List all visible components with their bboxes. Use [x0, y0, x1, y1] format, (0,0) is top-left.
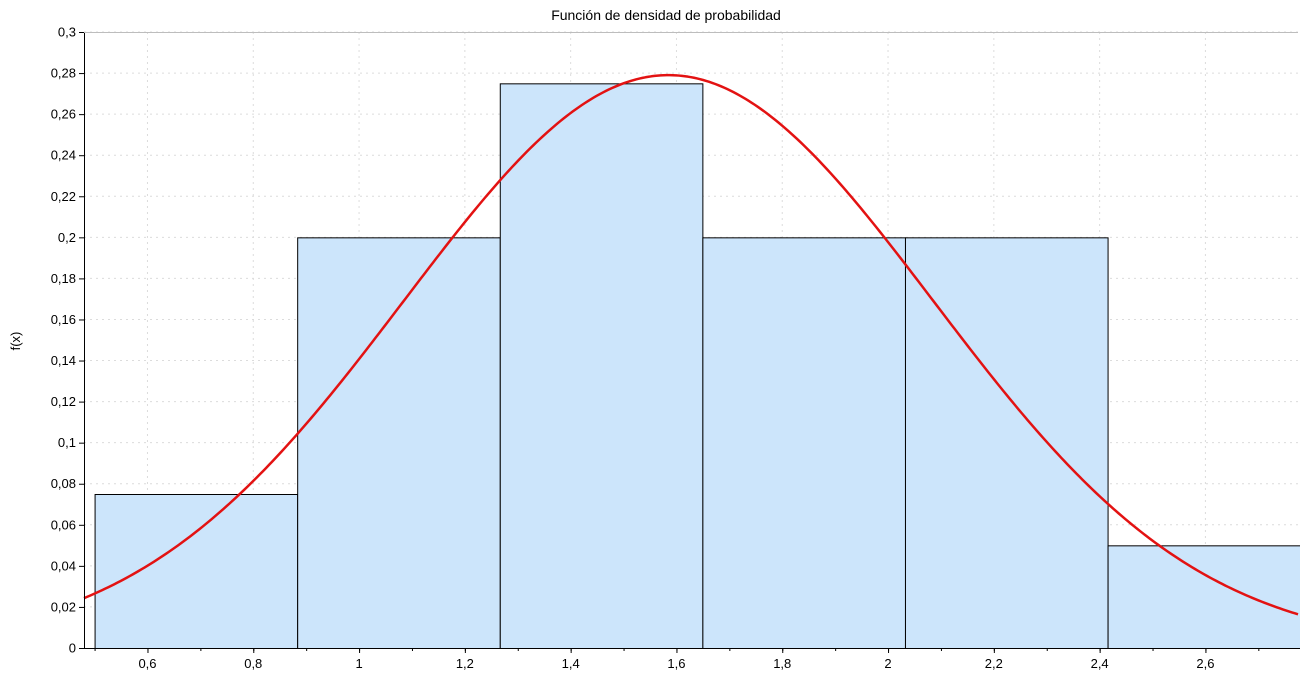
- y-tick-label-10: 0,2: [58, 230, 76, 245]
- y-tick-label-1: 0,02: [51, 599, 76, 614]
- y-tick-label-7: 0,14: [51, 353, 76, 368]
- y-tick-label-12: 0,24: [51, 148, 76, 163]
- histogram-bar-6: [1107, 545, 1300, 649]
- x-tick-label-10: 2,6: [1196, 656, 1214, 671]
- y-tick-label-8: 0,16: [51, 312, 76, 327]
- y-tick-label-4: 0,08: [51, 476, 76, 491]
- histogram-bar-5: [904, 237, 1109, 649]
- x-tick-label-3: 1,2: [456, 656, 474, 671]
- y-tick-label-14: 0,28: [51, 66, 76, 81]
- y-tick-label-9: 0,18: [51, 271, 76, 286]
- histogram-bar-2: [297, 237, 501, 649]
- y-tick-label-6: 0,12: [51, 394, 76, 409]
- y-axis-ticks: 0 0,02 0,04 0,06 0,08 0,1 0,12 0,14 0,16 0,18 0,2 0…: [51, 25, 84, 656]
- y-tick-label-15: 0,3: [58, 25, 76, 40]
- histogram-bar-1: [94, 494, 299, 649]
- x-tick-label-2: 1: [355, 656, 362, 671]
- x-tick-label-5: 1,6: [667, 656, 685, 671]
- x-tick-label-6: 1,8: [773, 656, 791, 671]
- x-tick-label-1: 0,8: [244, 656, 262, 671]
- chart-title: Función de densidad de probabilidad: [551, 7, 781, 23]
- x-tick-label-0: 0,6: [138, 656, 156, 671]
- histogram-bars: [94, 83, 1300, 650]
- y-tick-label-0: 0: [69, 641, 76, 656]
- histogram-bar-4: [702, 237, 906, 649]
- y-tick-label-13: 0,26: [51, 107, 76, 122]
- y-axis-label: f(x): [8, 332, 23, 351]
- x-tick-label-9: 2,4: [1091, 656, 1109, 671]
- y-tick-label-2: 0,04: [51, 558, 76, 573]
- x-axis-ticks: 0,6 0,8 1 1,2 1,4 1,6 1,8 2 2,2 2,4 2,6: [94, 648, 1260, 671]
- x-tick-label-7: 2: [884, 656, 891, 671]
- density-curve-group: [83, 73, 1299, 616]
- y-tick-label-3: 0,06: [51, 517, 76, 532]
- x-tick-label-8: 2,2: [985, 656, 1003, 671]
- density-curve-line: [83, 73, 1299, 616]
- axes: [84, 32, 1298, 649]
- x-tick-label-4: 1,4: [562, 656, 580, 671]
- y-tick-label-5: 0,1: [58, 435, 76, 450]
- histogram-bar-3: [499, 83, 704, 650]
- y-tick-label-11: 0,22: [51, 189, 76, 204]
